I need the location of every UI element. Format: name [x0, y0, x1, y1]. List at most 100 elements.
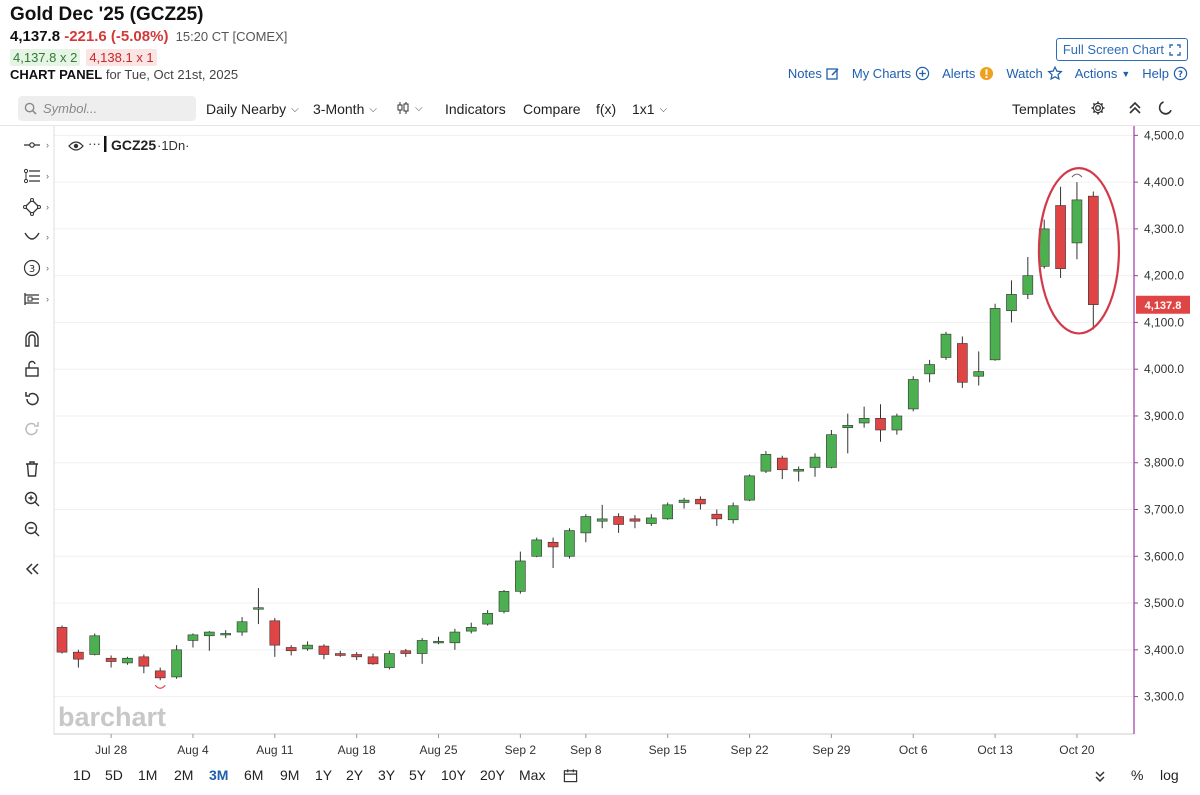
candle — [875, 404, 886, 442]
chevron-down-icon: ⌵ — [659, 103, 668, 115]
compare-button[interactable]: Compare — [523, 101, 581, 117]
undo-button[interactable] — [20, 388, 44, 410]
layout-dropdown[interactable]: 1x1 ⌵ — [632, 101, 667, 117]
collapse-button[interactable] — [1128, 100, 1142, 116]
range-button-max[interactable]: Max — [519, 767, 546, 783]
zoom-in-button[interactable] — [20, 488, 44, 510]
double-chevron-up-icon — [1129, 101, 1141, 114]
range-button-2m[interactable]: 2M — [174, 767, 194, 783]
redo-button[interactable] — [20, 418, 44, 440]
candle-body-down — [269, 620, 281, 646]
watermark: barchart — [58, 702, 166, 732]
fib-icon — [23, 168, 40, 184]
percent-toggle[interactable]: % — [1131, 767, 1144, 783]
double-chevron-down-icon[interactable] — [1094, 770, 1106, 783]
log-toggle[interactable]: log — [1160, 767, 1179, 783]
candle — [515, 551, 526, 594]
fib-tool[interactable]: › — [20, 165, 49, 187]
settings-button[interactable] — [1090, 100, 1106, 116]
symbol-search[interactable]: Symbol... — [18, 96, 196, 121]
range-button-9m[interactable]: 9M — [280, 767, 300, 783]
double-chevron-left-icon — [25, 563, 39, 575]
line-tool[interactable]: › — [20, 134, 49, 156]
candle — [744, 474, 755, 502]
candle-body-down — [711, 513, 723, 520]
delete-button[interactable] — [20, 458, 44, 480]
panel-label: CHART PANEL — [10, 67, 103, 82]
candle — [809, 453, 821, 477]
count-tool[interactable]: 3 › — [20, 257, 49, 279]
page-title: Gold Dec '25 (GCZ25) — [10, 4, 204, 25]
notes-button[interactable]: Notes — [788, 66, 840, 81]
candle-body-down — [138, 656, 150, 667]
zoom-out-icon — [24, 521, 40, 537]
range-button-5y[interactable]: 5Y — [409, 767, 427, 783]
legend-symbol: GCZ25 — [111, 137, 156, 153]
zoom-out-button[interactable] — [20, 518, 44, 540]
candle — [646, 514, 657, 526]
candle-body-up — [662, 504, 673, 520]
candle-body-up — [1071, 199, 1083, 244]
candle-body-up — [465, 627, 477, 632]
chevron-right-icon: › — [46, 232, 49, 242]
chart-legend: ··· GCZ25 ·1Dn· — [68, 136, 190, 153]
range-button-1d[interactable]: 1D — [73, 767, 91, 783]
y-axis-ticks: 3,300.0 3,400.0 3,500.0 3,600.0 3,700.0 3,800… — [1134, 128, 1184, 704]
x-tick-label: Aug 25 — [419, 743, 457, 757]
x-tick-label: Aug 11 — [256, 743, 293, 757]
candle — [433, 636, 444, 645]
calendar-icon[interactable] — [563, 768, 578, 783]
fx-button[interactable]: f(x) — [596, 101, 616, 117]
help-button[interactable]: Help ? — [1142, 66, 1188, 81]
candle — [760, 451, 772, 474]
candle — [204, 631, 215, 651]
range-button-20y[interactable]: 20Y — [480, 767, 505, 783]
lock-button[interactable] — [20, 358, 44, 380]
range-button-3m[interactable]: 3M — [209, 767, 229, 783]
templates-button[interactable]: Templates — [1012, 101, 1076, 117]
candle-body-up — [989, 308, 1001, 361]
range-button-1y[interactable]: 1Y — [315, 767, 333, 783]
price-timestamp: 15:20 CT [COMEX] — [175, 29, 288, 44]
last-price-tag — [1136, 295, 1190, 314]
full-screen-button[interactable]: Full Screen Chart — [1055, 38, 1188, 61]
candles — [56, 173, 1099, 689]
gear-icon — [1091, 101, 1105, 115]
range-button-10y[interactable]: 10Y — [441, 767, 466, 783]
candle — [138, 654, 150, 674]
price-chart[interactable]: barchart 3,300.0 3,400.0 3,500.0 3,600.0 3,7… — [0, 126, 1200, 760]
watch-button[interactable]: Watch — [1006, 66, 1063, 81]
y-tick-label: 3,600.0 — [1144, 549, 1184, 563]
range-button-2y[interactable]: 2Y — [346, 767, 364, 783]
candle — [940, 331, 952, 360]
collapse-toolbar-button[interactable] — [20, 558, 44, 580]
range-button-3y[interactable]: 3Y — [378, 767, 396, 783]
templates-label: Templates — [1012, 101, 1076, 117]
eye-icon — [68, 141, 84, 151]
curve-icon — [24, 232, 40, 240]
candle-body-up — [253, 607, 264, 610]
x-tick-label: Oct 6 — [899, 743, 928, 757]
magnet-button[interactable] — [20, 328, 44, 350]
candle-body-down — [334, 653, 346, 656]
y-tick-label: 4,400.0 — [1144, 175, 1184, 189]
caret-down-icon: ▼ — [1121, 68, 1131, 79]
candle-body-up — [678, 499, 690, 503]
indicators-button[interactable]: Indicators — [445, 101, 506, 117]
actions-menu[interactable]: Actions ▼ — [1075, 66, 1131, 81]
candle-body-up — [973, 371, 985, 377]
candle-body-down — [400, 650, 412, 654]
curve-tool[interactable]: › — [20, 226, 49, 248]
measure-tool[interactable]: › — [20, 288, 49, 310]
daily-nearby-dropdown[interactable]: Daily Nearby ⌵ — [206, 101, 299, 117]
shape-tool[interactable]: › — [20, 196, 49, 218]
chart-type-dropdown[interactable]: ⌵ — [396, 101, 423, 115]
plus-circle-icon — [915, 66, 930, 81]
dark-mode-button[interactable] — [1157, 100, 1173, 116]
my-charts-button[interactable]: My Charts — [852, 66, 930, 81]
range-button-5d[interactable]: 5D — [105, 767, 123, 783]
alerts-button[interactable]: Alerts — [942, 66, 994, 81]
range-button-6m[interactable]: 6M — [244, 767, 264, 783]
range-button-1m[interactable]: 1M — [138, 767, 158, 783]
period-dropdown[interactable]: 3-Month ⌵ — [313, 101, 377, 117]
